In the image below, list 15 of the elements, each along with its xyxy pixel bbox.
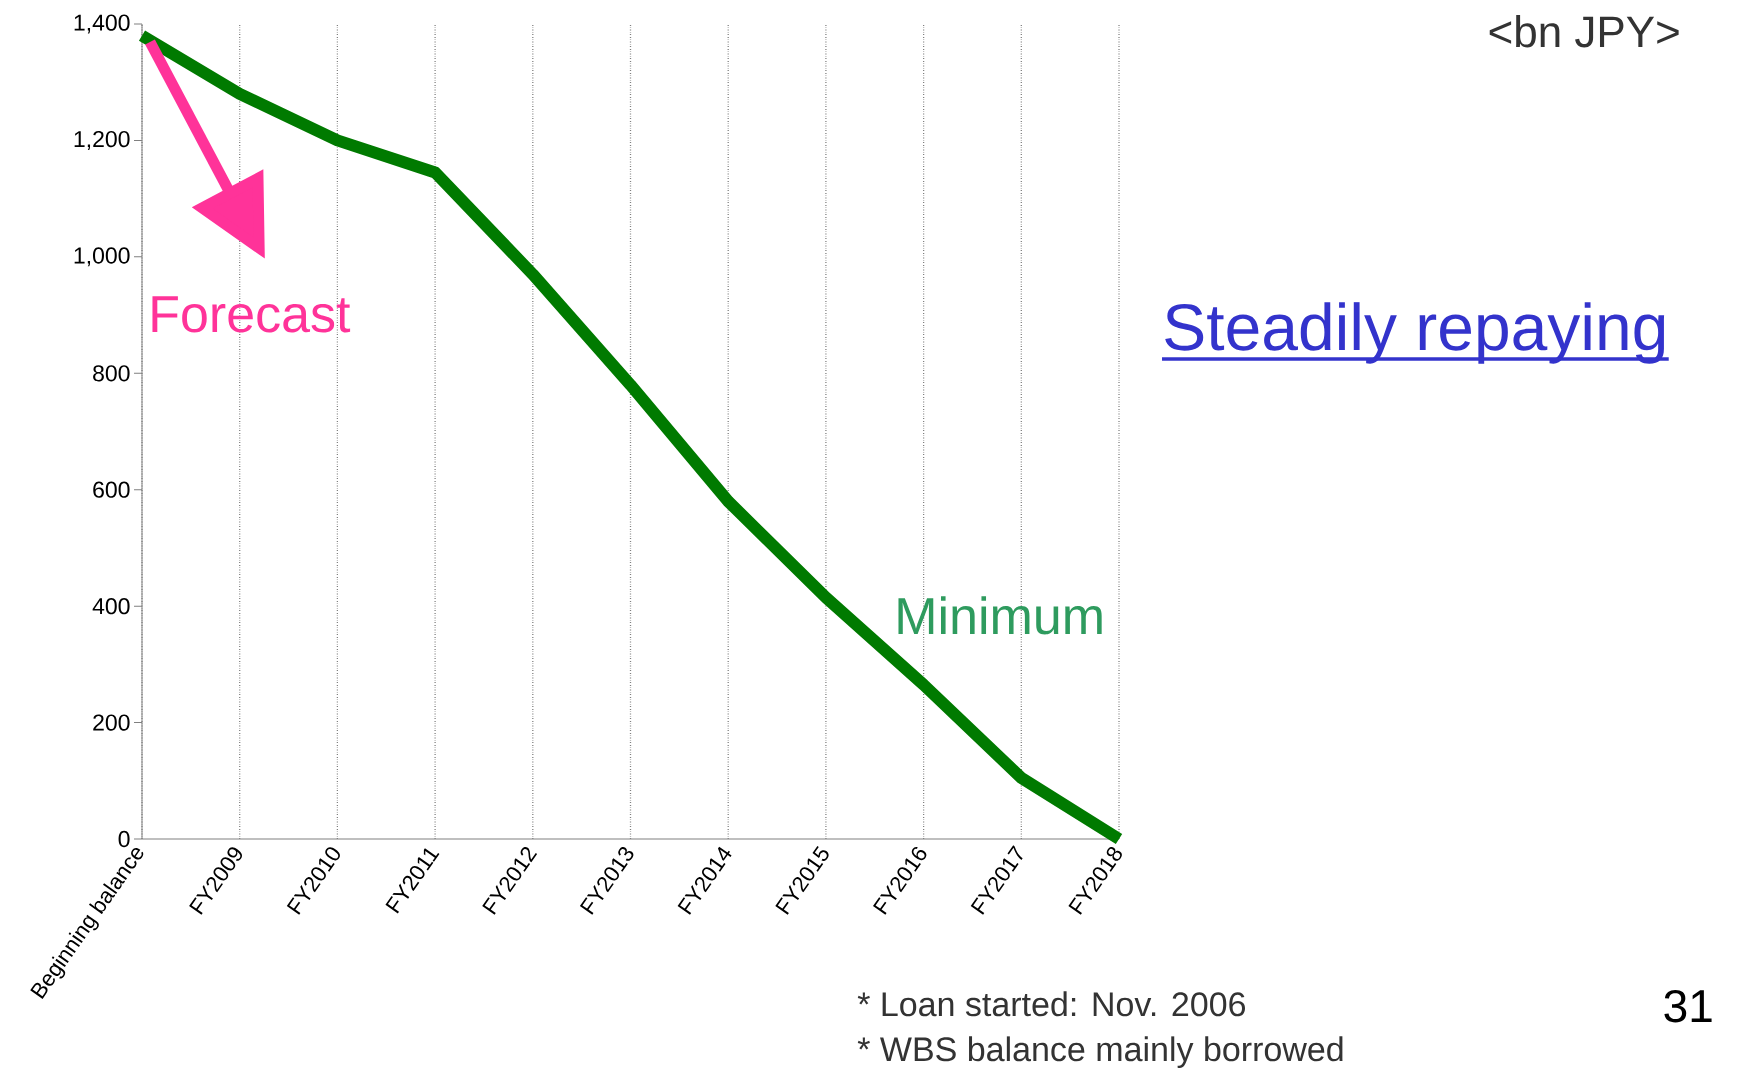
- y-tick-label: 200: [93, 714, 130, 731]
- text: * Loan started: Nov. 2006: [857, 991, 1246, 1017]
- y-tick-label: 1,200: [74, 130, 130, 150]
- text: * WBS balance mainly borrowed: [857, 1036, 1343, 1069]
- annotation: Forecast: [152, 296, 351, 333]
- y-tick-label: 0: [118, 830, 130, 848]
- text: Steadily repaying: [1165, 302, 1665, 364]
- y-tick-label: 800: [93, 365, 130, 382]
- text: 31: [1664, 989, 1712, 1023]
- y-tick-label: 1,000: [74, 247, 130, 267]
- y-tick-label: 600: [93, 481, 130, 498]
- y-tick-label: 1,400: [74, 14, 130, 34]
- annotation: Minimum: [898, 596, 1102, 635]
- text: <bn JPY>: [1489, 15, 1679, 48]
- y-tick-label: 400: [92, 598, 130, 615]
